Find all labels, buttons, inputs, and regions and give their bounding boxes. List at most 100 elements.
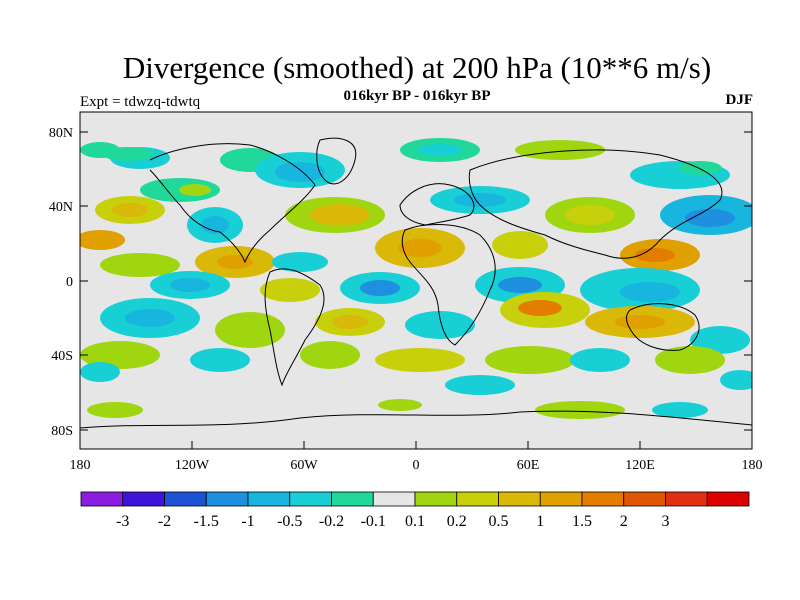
north-america-coast bbox=[149, 143, 316, 264]
colorbar-label: 0.2 bbox=[447, 513, 467, 530]
lat-label-80s: 80S bbox=[51, 424, 73, 439]
field-blob bbox=[518, 300, 562, 316]
field-blob bbox=[179, 184, 211, 196]
colorbar-box bbox=[581, 491, 625, 507]
colorbar-box bbox=[247, 491, 291, 507]
lat-label-40n: 40N bbox=[49, 200, 73, 215]
colorbar-label: 2 bbox=[620, 513, 628, 530]
field-blob bbox=[190, 348, 250, 372]
field-blob bbox=[445, 375, 515, 395]
colorbar-label: 0.1 bbox=[405, 513, 425, 530]
colorbar-box bbox=[498, 491, 541, 507]
field-blob bbox=[300, 341, 360, 369]
field-blob bbox=[492, 231, 548, 259]
field-blob bbox=[678, 161, 722, 175]
field-blob bbox=[690, 326, 750, 354]
colorbar-box bbox=[665, 491, 708, 507]
field-blob bbox=[217, 255, 253, 269]
colorbar-label: 3 bbox=[662, 513, 670, 530]
field-blob bbox=[398, 239, 442, 257]
coastlines bbox=[80, 137, 752, 429]
colorbar-box bbox=[122, 491, 165, 507]
field-blob bbox=[272, 252, 328, 272]
colorbar-label: -2 bbox=[158, 513, 171, 530]
lon-label-60e: 60E bbox=[517, 458, 540, 473]
antarctica-coast bbox=[80, 410, 752, 429]
lat-label-40s: 40S bbox=[51, 349, 73, 364]
field-blob bbox=[685, 209, 735, 227]
field-blob bbox=[201, 216, 229, 234]
field-blob bbox=[615, 315, 665, 329]
asia-coast bbox=[468, 149, 723, 259]
europe-coast bbox=[399, 183, 475, 226]
lon-label-120e: 120E bbox=[625, 458, 655, 473]
field-blob bbox=[652, 402, 708, 418]
colorbar-box bbox=[205, 491, 249, 507]
divergence-field bbox=[80, 138, 752, 419]
field-blob bbox=[378, 399, 422, 411]
colorbar-box bbox=[289, 491, 332, 507]
lon-label-180w: 180 bbox=[70, 458, 91, 473]
field-blob bbox=[485, 346, 575, 374]
plot-title: Divergence (smoothed) at 200 hPa (10**6 … bbox=[122, 50, 712, 85]
field-blob bbox=[80, 362, 120, 382]
colorbar-label: 1 bbox=[536, 513, 544, 530]
field-blob bbox=[260, 278, 320, 302]
lon-label-180e: 180 bbox=[742, 458, 763, 473]
lat-label-80n: 80N bbox=[49, 126, 73, 141]
season-label: DJF bbox=[725, 92, 754, 108]
colorbar-label: 1.5 bbox=[572, 513, 592, 530]
field-blob bbox=[635, 248, 675, 262]
field-blob bbox=[418, 144, 462, 156]
field-blob bbox=[275, 162, 325, 182]
field-blob bbox=[310, 204, 370, 226]
field-blob bbox=[112, 203, 148, 217]
lon-label-60w: 60W bbox=[290, 458, 318, 473]
colorbar-label: -0.5 bbox=[277, 513, 302, 530]
experiment-label: Expt = tdwzq-tdwtq bbox=[80, 94, 201, 110]
colorbar-label: -0.2 bbox=[319, 513, 344, 530]
field-blob bbox=[375, 348, 465, 372]
field-blob bbox=[215, 312, 285, 348]
australia-coast bbox=[626, 303, 700, 351]
lat-label-0: 0 bbox=[66, 275, 73, 290]
field-blob bbox=[102, 147, 154, 161]
field-blob bbox=[405, 311, 475, 339]
field-blob bbox=[125, 309, 175, 327]
field-blob bbox=[535, 401, 625, 419]
colorbar-box bbox=[456, 491, 499, 507]
plot-subtitle: 016kyr BP - 016kyr BP bbox=[343, 88, 491, 104]
colorbar-box bbox=[706, 491, 750, 507]
field-blob bbox=[720, 370, 752, 390]
colorbar-label: -0.1 bbox=[361, 513, 386, 530]
lon-labels: 180 120W 60W 0 60E 120E 180 bbox=[70, 458, 763, 473]
field-blob bbox=[515, 140, 605, 160]
field-blob bbox=[170, 278, 210, 292]
colorbar-label: -1.5 bbox=[194, 513, 219, 530]
field-blob bbox=[332, 315, 368, 329]
field-blob bbox=[87, 402, 143, 418]
map-panel: 80N 40N 0 40S 80S 180 120W 60W 0 60E 120… bbox=[49, 111, 763, 473]
field-blob bbox=[360, 280, 400, 296]
colorbar-label: -1 bbox=[241, 513, 254, 530]
colorbar-box bbox=[164, 491, 207, 507]
field-blob bbox=[620, 282, 680, 302]
lon-label-0: 0 bbox=[413, 458, 420, 473]
field-blob bbox=[454, 193, 506, 207]
field-blob bbox=[498, 277, 542, 293]
colorbar: -3 -2 -1.5 -1 -0.5 -0.2 -0.1 0.1 0.2 0.5 1 1.5 2 3 bbox=[80, 491, 750, 530]
lat-ticks bbox=[80, 131, 752, 431]
lon-label-120w: 120W bbox=[175, 458, 210, 473]
greenland-coast bbox=[316, 137, 357, 185]
colorbar-label: -3 bbox=[116, 513, 129, 530]
south-america-coast bbox=[264, 268, 325, 387]
colorbar-box bbox=[414, 491, 458, 507]
colorbar-box bbox=[331, 491, 374, 507]
colorbar-box bbox=[539, 491, 583, 507]
colorbar-box bbox=[80, 491, 124, 507]
colorbar-box bbox=[372, 491, 416, 507]
field-blob bbox=[100, 253, 180, 277]
field-blob bbox=[570, 348, 630, 372]
colorbar-label: 0.5 bbox=[489, 513, 509, 530]
